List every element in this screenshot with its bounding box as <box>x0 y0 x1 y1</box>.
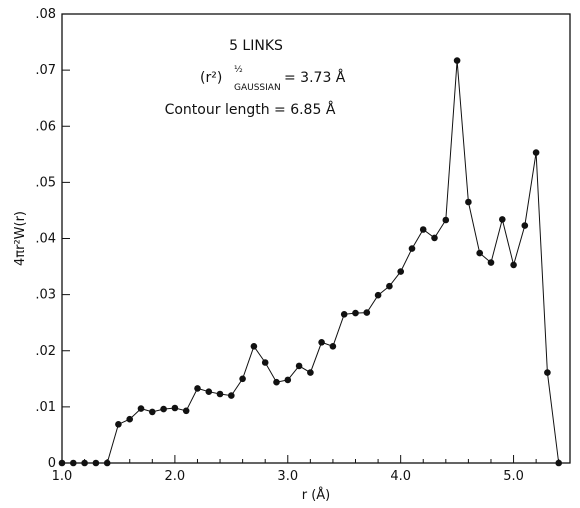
annotation-contour: Contour length = 6.85 Å <box>165 101 336 118</box>
x-tick-label: 4.0 <box>390 469 411 484</box>
data-point <box>476 249 484 257</box>
x-tick-label: 3.0 <box>277 469 298 484</box>
data-point <box>442 216 450 224</box>
data-point <box>182 407 190 415</box>
annotation-rms-prefix: (r²) <box>200 70 222 86</box>
y-tick-label: .02 <box>35 344 56 359</box>
annotation-rms-subscript: GAUSSIAN <box>234 83 281 93</box>
series-path <box>62 60 560 464</box>
annotation-links: 5 LINKS <box>229 38 283 54</box>
data-point <box>510 261 517 269</box>
data-point <box>408 245 416 252</box>
data-point <box>81 459 88 467</box>
data-point <box>205 388 213 396</box>
data-point <box>363 309 371 316</box>
data-point <box>284 376 292 384</box>
y-tick-label: .01 <box>35 400 56 415</box>
x-tick-label: 5.0 <box>503 469 524 484</box>
data-point <box>261 359 269 366</box>
data-point <box>250 343 258 350</box>
y-axis-title: 4πr²W(r) <box>13 211 28 266</box>
data-point <box>532 149 540 156</box>
data-point <box>397 268 405 275</box>
data-point <box>453 57 461 64</box>
data-point <box>171 404 179 412</box>
data-point <box>194 385 201 392</box>
data-point <box>228 392 235 399</box>
data-point <box>70 459 77 467</box>
annotations: 5 LINKS (r²) ½ GAUSSIAN = 3.73 Å Contour… <box>165 38 346 118</box>
data-point <box>465 198 472 206</box>
y-tick-label: .04 <box>35 232 56 247</box>
data-point <box>386 282 393 290</box>
y-tick-label: .06 <box>35 119 56 134</box>
x-tick-label: 2.0 <box>165 469 186 484</box>
data-point <box>340 311 348 318</box>
data-point <box>126 415 133 423</box>
data-point <box>149 408 156 416</box>
y-tick-label: .05 <box>35 175 56 190</box>
data-point <box>137 405 145 412</box>
data-point <box>160 405 167 413</box>
data-point <box>521 222 529 229</box>
data-point <box>329 343 337 350</box>
data-point <box>419 226 427 233</box>
annotation-rms-value: = 3.73 Å <box>284 69 346 86</box>
data-point <box>216 390 224 398</box>
annotation-rms-exponent: ½ <box>234 65 243 75</box>
x-axis-title: r (Å) <box>302 487 331 503</box>
series-line <box>58 57 562 467</box>
data-point <box>352 309 359 317</box>
data-point <box>487 259 495 266</box>
data-point <box>103 459 111 467</box>
axes: 1.0 2.0 3.0 4.0 5.0 0 .01 .02 .03 .04 .05 .06 .07 .08… <box>13 7 571 503</box>
y-tick-label: 0 <box>48 456 56 471</box>
data-point <box>318 339 325 346</box>
data-point <box>273 378 280 386</box>
data-point <box>544 369 551 376</box>
x-tick-label: 1.0 <box>52 469 73 484</box>
data-point <box>92 459 100 467</box>
data-point <box>499 216 506 223</box>
data-point <box>115 421 122 428</box>
data-point <box>555 459 562 467</box>
y-tick-label: .03 <box>35 288 56 303</box>
data-point <box>307 369 314 376</box>
data-point <box>58 459 66 467</box>
data-point <box>374 291 382 299</box>
y-tick-label: .07 <box>35 63 56 78</box>
data-point <box>431 234 438 242</box>
data-point <box>295 362 303 370</box>
data-point <box>239 375 246 383</box>
y-tick-label: .08 <box>35 7 56 22</box>
